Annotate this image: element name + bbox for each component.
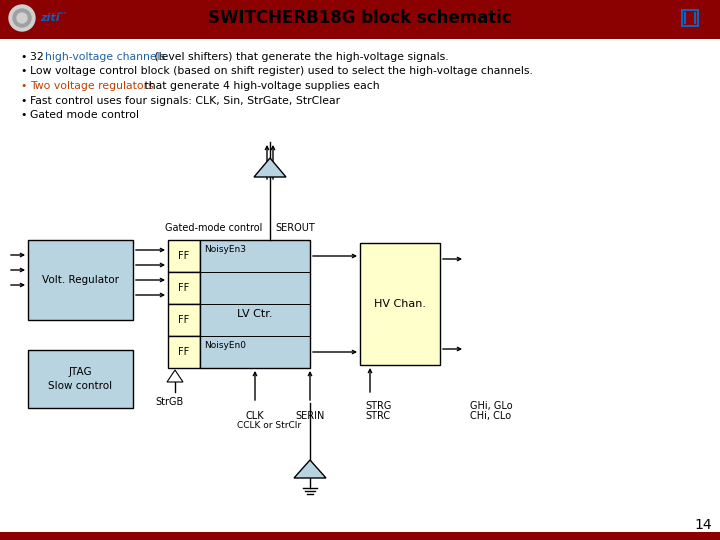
Bar <box>0 0 720 36</box>
Circle shape <box>13 9 31 27</box>
Text: Volt. Regulator: Volt. Regulator <box>42 275 119 285</box>
Text: Gated-mode control: Gated-mode control <box>165 223 262 233</box>
Bar <box>168 336 200 368</box>
Text: •: • <box>20 81 27 91</box>
Polygon shape <box>167 370 183 382</box>
Text: 32: 32 <box>30 52 48 62</box>
Text: HV Chan.: HV Chan. <box>374 299 426 309</box>
Bar <box>168 240 200 272</box>
Bar <box>200 240 310 368</box>
Text: LV Ctr.: LV Ctr. <box>238 309 273 319</box>
Text: CCLK or StrClr: CCLK or StrClr <box>237 421 301 430</box>
Bar <box>0 36 720 39</box>
Text: Slow control: Slow control <box>48 381 112 391</box>
Text: """: """ <box>57 11 66 17</box>
Text: FF: FF <box>179 283 189 293</box>
Bar <box>28 350 133 408</box>
Text: JTAG: JTAG <box>68 367 92 377</box>
Bar <box>168 304 200 336</box>
Text: CLK: CLK <box>246 411 264 421</box>
Bar <box>28 240 133 320</box>
Circle shape <box>9 5 35 31</box>
Text: Low voltage control block (based on shift register) used to select the high-volt: Low voltage control block (based on shif… <box>30 66 533 77</box>
Text: Fast control uses four signals: CLK, Sin, StrGate, StrClear: Fast control uses four signals: CLK, Sin… <box>30 96 340 105</box>
Text: FF: FF <box>179 315 189 325</box>
Text: GHi, GLo: GHi, GLo <box>470 401 513 411</box>
Bar <box>682 10 698 26</box>
Text: •: • <box>20 66 27 77</box>
Text: STRC: STRC <box>365 411 390 421</box>
Text: •: • <box>20 110 27 120</box>
Bar <box>168 272 200 304</box>
Text: FF: FF <box>179 347 189 357</box>
Text: CHi, CLo: CHi, CLo <box>470 411 511 421</box>
Bar <box>0 0 720 4</box>
Text: STRG: STRG <box>365 401 392 411</box>
Circle shape <box>17 13 27 23</box>
Text: •: • <box>20 52 27 62</box>
Bar <box>0 532 720 540</box>
Text: high-voltage channels: high-voltage channels <box>45 52 166 62</box>
Text: FF: FF <box>179 251 189 261</box>
Text: Two voltage regulators: Two voltage regulators <box>30 81 154 91</box>
Text: NoisyEn3: NoisyEn3 <box>204 245 246 254</box>
Text: 14: 14 <box>694 518 712 532</box>
Text: Gated mode control: Gated mode control <box>30 110 139 120</box>
Text: StrGB: StrGB <box>155 397 184 407</box>
Bar <box>360 243 440 365</box>
Polygon shape <box>254 158 286 177</box>
Text: SWITCHERB18G block schematic: SWITCHERB18G block schematic <box>208 9 512 27</box>
Polygon shape <box>294 460 326 478</box>
Text: that generate 4 high-voltage supplies each: that generate 4 high-voltage supplies ea… <box>141 81 379 91</box>
Text: SEROUT: SEROUT <box>275 223 315 233</box>
Text: SERIN: SERIN <box>295 411 325 421</box>
Text: ziti: ziti <box>40 13 60 23</box>
Text: •: • <box>20 96 27 105</box>
Text: NoisyEn0: NoisyEn0 <box>204 341 246 350</box>
Text: (level shifters) that generate the high-voltage signals.: (level shifters) that generate the high-… <box>151 52 449 62</box>
